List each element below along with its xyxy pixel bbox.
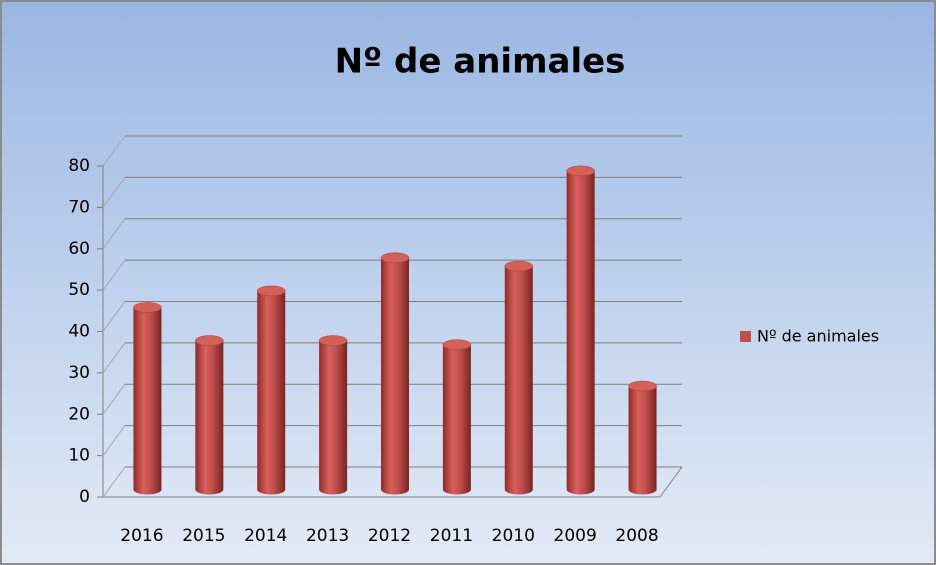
bar bbox=[381, 257, 409, 495]
y-tick-label: 80 bbox=[68, 156, 90, 176]
bar-top bbox=[195, 335, 224, 346]
chart-title: Nº de animales bbox=[335, 42, 626, 82]
legend-swatch bbox=[740, 331, 751, 342]
grid-line bbox=[102, 425, 126, 456]
y-tick-label: 0 bbox=[79, 487, 90, 507]
x-tick-label: 2013 bbox=[306, 526, 349, 546]
legend-label: Nº de animales bbox=[757, 327, 879, 346]
bar bbox=[319, 340, 348, 495]
x-tick-label: 2016 bbox=[120, 526, 163, 546]
grid-line bbox=[102, 135, 126, 167]
x-tick-label: 2009 bbox=[554, 526, 597, 546]
x-tick-label: 2015 bbox=[182, 526, 225, 546]
y-tick-label: 40 bbox=[68, 322, 90, 342]
bar bbox=[566, 170, 595, 495]
x-tick-label: 2011 bbox=[430, 526, 473, 546]
grid-line bbox=[102, 177, 126, 208]
grid-line bbox=[102, 218, 126, 250]
bar bbox=[442, 344, 471, 495]
bar-top bbox=[442, 339, 472, 350]
bar-top bbox=[256, 285, 286, 297]
bar bbox=[195, 340, 224, 495]
x-tick-label: 2008 bbox=[615, 526, 658, 546]
grid-line bbox=[102, 301, 126, 332]
bar bbox=[504, 266, 533, 495]
grid-line bbox=[102, 342, 126, 374]
bar-top bbox=[566, 165, 595, 177]
y-tick-label: 20 bbox=[68, 404, 90, 424]
grid-line bbox=[102, 383, 126, 415]
floor-right bbox=[659, 466, 683, 498]
bar-top bbox=[133, 302, 162, 313]
bar bbox=[133, 307, 162, 495]
bar bbox=[628, 386, 657, 495]
x-tick-label: 2012 bbox=[368, 526, 411, 546]
grid-line bbox=[102, 466, 126, 498]
bar bbox=[257, 290, 286, 495]
bar-top bbox=[380, 252, 410, 264]
bar-top bbox=[628, 380, 657, 392]
y-tick-label: 60 bbox=[68, 239, 90, 259]
y-tick-label: 30 bbox=[68, 363, 90, 383]
bar-top bbox=[318, 335, 348, 346]
x-tick-label: 2010 bbox=[492, 526, 535, 546]
y-tick-label: 50 bbox=[68, 280, 90, 300]
y-tick-label: 70 bbox=[68, 197, 90, 217]
y-tick-label: 10 bbox=[68, 446, 90, 466]
bar-top bbox=[504, 260, 534, 272]
grid-line bbox=[102, 259, 126, 291]
x-tick-label: 2014 bbox=[244, 526, 287, 546]
